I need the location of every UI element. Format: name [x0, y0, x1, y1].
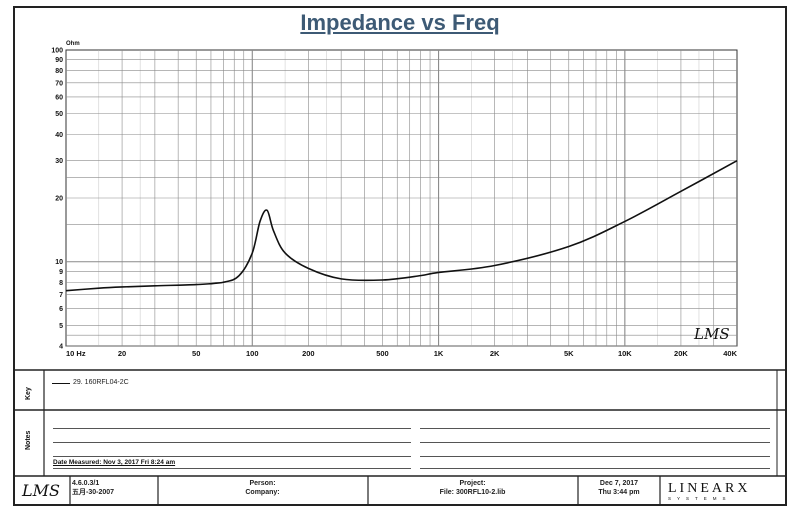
y-tick-label: 8: [59, 280, 63, 287]
y-tick-label: 40: [55, 132, 63, 139]
legend-entry: 29. 160RFL04-2C: [73, 379, 129, 386]
y-tick-label: 90: [55, 57, 63, 64]
footer-company: Company:: [245, 489, 280, 496]
y-tick-label: 70: [55, 80, 63, 87]
plot-logo: LMS: [694, 325, 730, 343]
footer-file: File: 300RFL10-2.lib: [439, 489, 506, 496]
note-line: [53, 442, 411, 443]
y-tick-label: 6: [59, 306, 63, 313]
y-tick-label: 5: [59, 323, 63, 330]
footer-brand: LINEARX: [668, 481, 751, 496]
notes-panel-label: Notes: [25, 430, 32, 450]
note-line: [420, 468, 770, 469]
date-measured: Date Measured: Nov 3, 2017 Fri 8:24 am: [53, 459, 176, 466]
y-tick-label: 80: [55, 68, 63, 75]
x-tick-label: 20: [118, 349, 126, 358]
panel-dividers: [15, 369, 785, 504]
footer-project: Project:: [459, 480, 486, 487]
footer-logo: LMS: [22, 481, 60, 500]
note-line: [53, 428, 411, 429]
y-tick-label: 50: [55, 111, 63, 118]
x-tick-label: 10K: [618, 349, 632, 358]
x-tick-label: 200: [302, 349, 315, 358]
footer-project-cell: Project: File: 300RFL10-2.lib: [370, 479, 575, 503]
note-line: [420, 456, 770, 457]
x-tick-label: 5K: [564, 349, 574, 358]
note-line: [53, 468, 411, 469]
y-tick-label: 100: [51, 48, 63, 55]
footer-date-cell: Dec 7, 2017 Thu 3:44 pm: [580, 479, 658, 503]
y-tick-label: 7: [59, 292, 63, 299]
footer-person: Person:: [249, 480, 276, 487]
footer-version-cell: 4.6.0.3/1 五月-30-2007: [72, 479, 152, 503]
y-tick-label: 10: [55, 259, 63, 266]
footer-date: Dec 7, 2017: [599, 480, 639, 487]
footer-version: 4.6.0.3/1: [72, 480, 100, 487]
y-tick-label: 20: [55, 196, 63, 203]
x-tick-label: 10 Hz: [66, 349, 86, 358]
y-axis-unit: Ohm: [66, 41, 80, 47]
footer-version-date: 五月-30-2007: [72, 489, 115, 496]
footer-brand-sub: SYSTEMS: [668, 496, 732, 501]
x-tick-label: 20K: [674, 349, 688, 358]
x-tick-label: 500: [376, 349, 389, 358]
series-layer: [65, 160, 738, 292]
y-tick-label: 30: [55, 158, 63, 165]
x-tick-label: 100: [246, 349, 259, 358]
x-tick-label: 50: [192, 349, 200, 358]
impedance-curve: [65, 160, 738, 292]
chart-title: Impedance vs Freq: [300, 10, 500, 35]
footer-person-cell: Person: Company:: [160, 479, 365, 503]
note-line: [420, 442, 770, 443]
legend-panel-label: Key: [25, 387, 32, 400]
x-tick-label: 2K: [490, 349, 500, 358]
x-tick-label: 40K: [723, 349, 737, 358]
grid-layer: [65, 49, 738, 347]
y-tick-label: 9: [59, 269, 63, 276]
y-tick-label: 4: [59, 344, 63, 351]
y-tick-label: 60: [55, 94, 63, 101]
legend-swatch: [52, 383, 70, 384]
footer-time: Thu 3:44 pm: [598, 489, 640, 496]
note-line: [420, 428, 770, 429]
note-line: [53, 456, 411, 457]
tick-labels: 10 Hz 20 50 100 200 500 1K 2K 5K 10K 20K 40K 100 90 80…: [51, 48, 737, 359]
x-tick-label: 1K: [434, 349, 444, 358]
